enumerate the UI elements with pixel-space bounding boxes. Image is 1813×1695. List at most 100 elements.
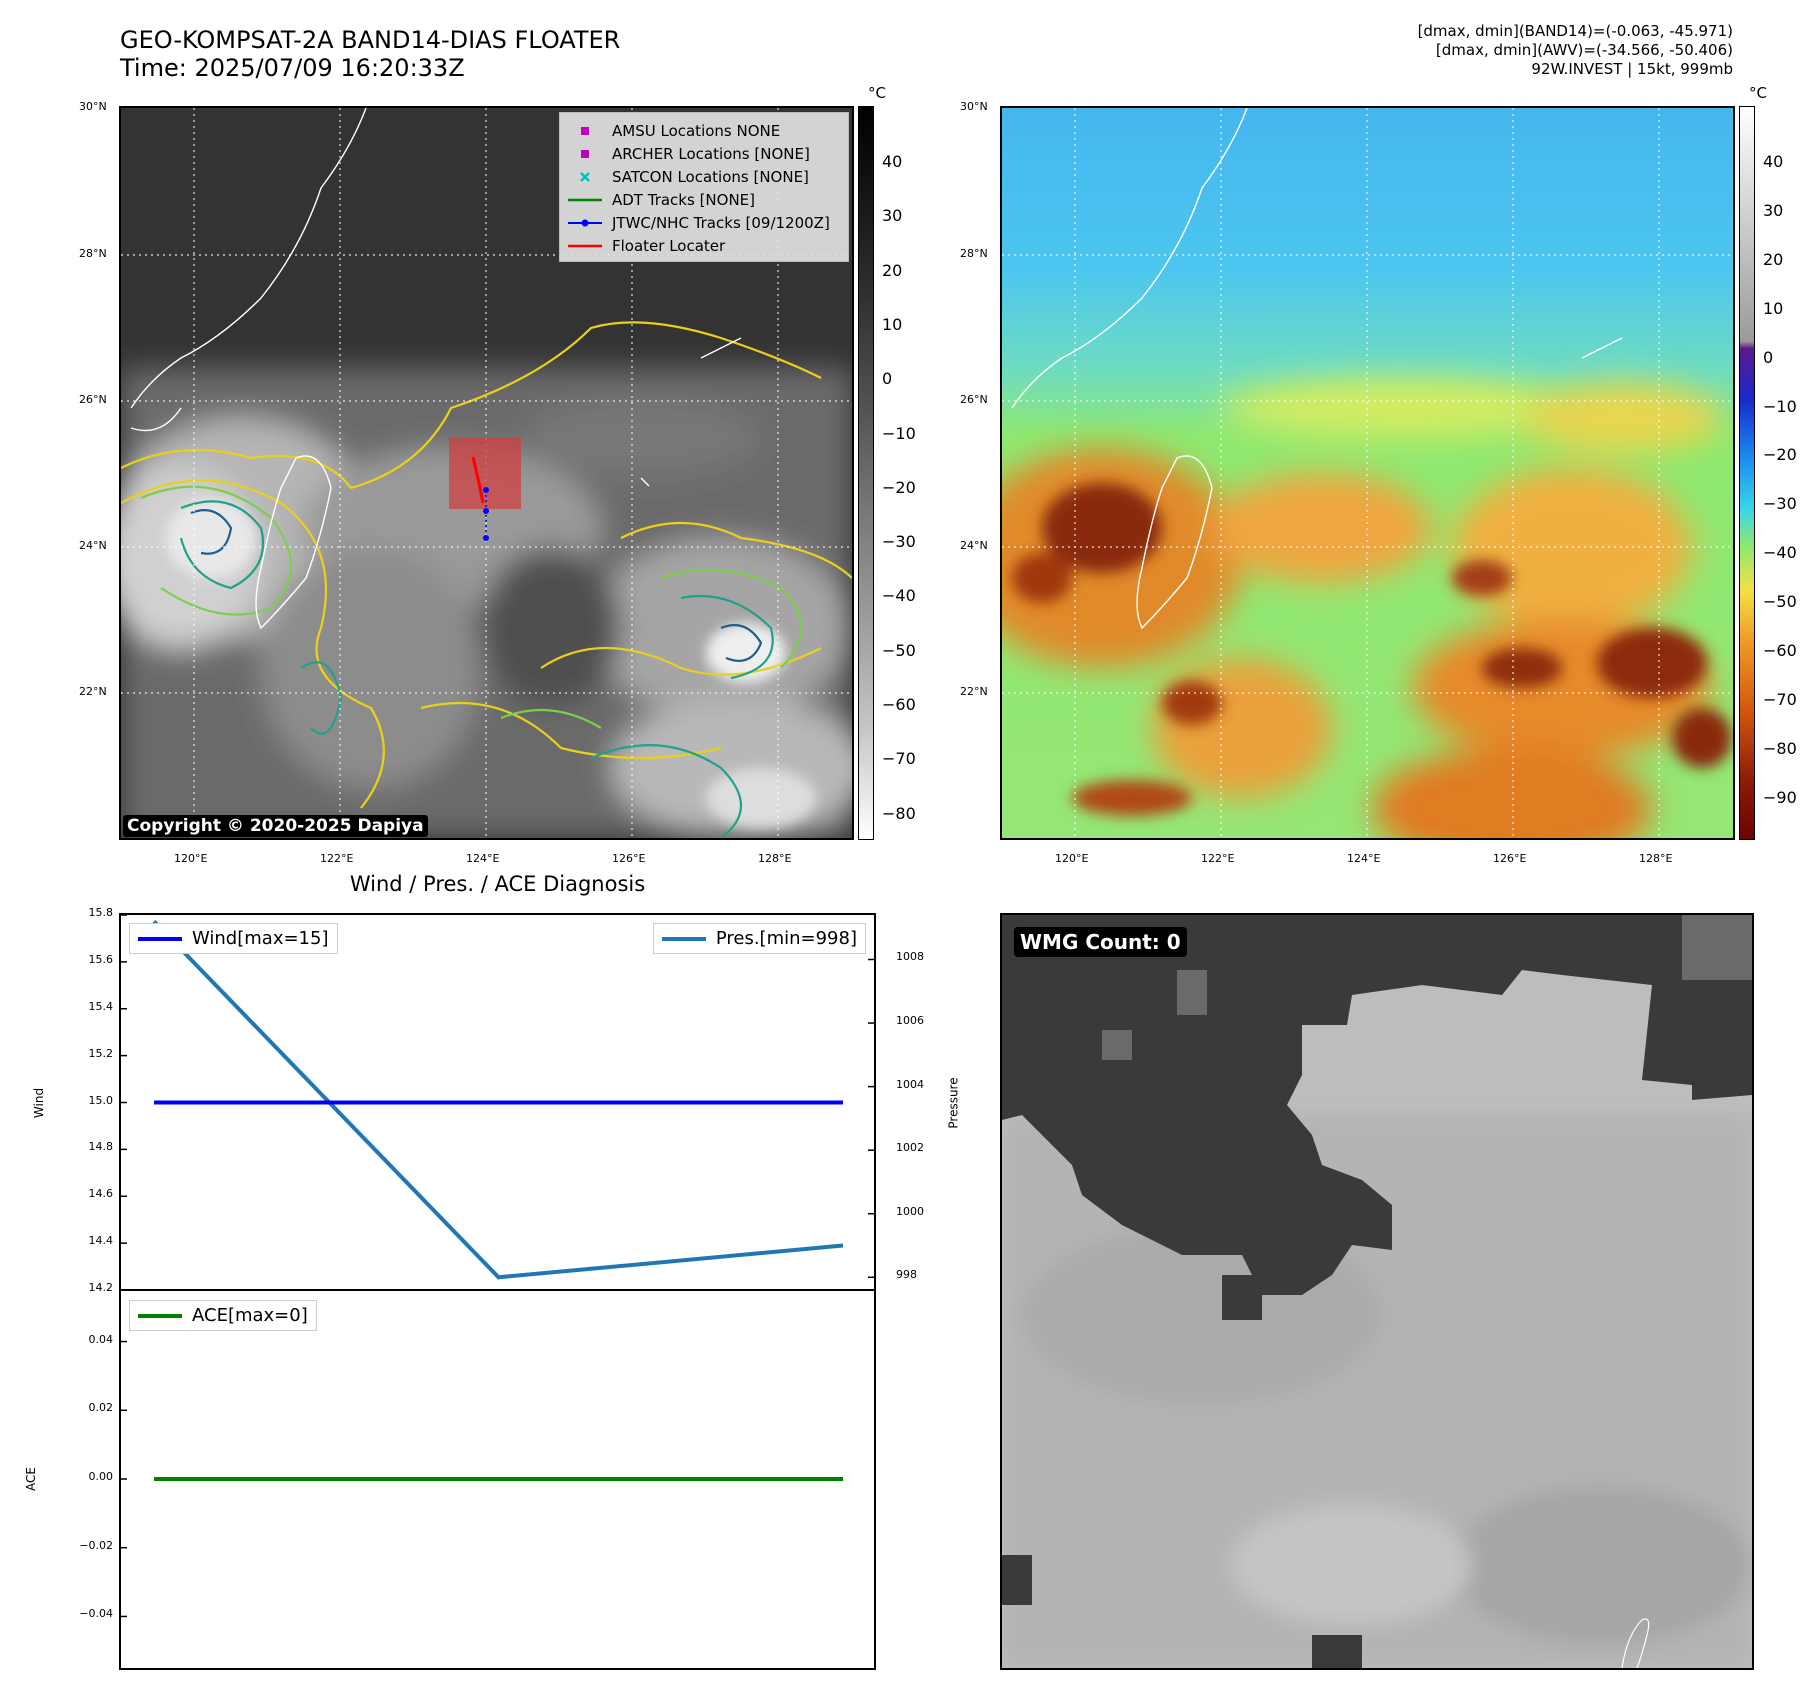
ace-legend: ACE[max=0] [129,1300,317,1331]
wmg-image [1002,915,1752,1668]
lat-label: 22°N [960,685,988,698]
legend-label: ARCHER Locations [NONE] [612,144,810,163]
colorbar-tick: −80 [1763,738,1797,758]
colorbar-tick: −10 [1763,396,1797,416]
lat-label: 22°N [79,685,107,698]
lat-label: 30°N [960,100,988,113]
wind-tick-label: 14.8 [88,1140,114,1154]
lon-label: 124°E [1347,852,1381,865]
wind-tick-label: 15.2 [88,1046,114,1060]
ace-legend-label: ACE[max=0] [192,1305,308,1326]
pressure-tick-label: 1006 [896,1014,924,1028]
x-marker-icon [568,171,602,183]
wmg-count-label: WMG Count: 0 [1014,927,1187,957]
lat-label: 28°N [79,247,107,260]
colorbar-tick: −20 [882,477,916,497]
legend-item: Floater Locater [568,234,840,257]
colorbar-tick: 0 [882,369,893,389]
lat-label: 30°N [79,100,107,113]
lon-label: 126°E [1493,852,1527,865]
lat-label: 24°N [960,539,988,552]
wind-tick-label: 14.4 [88,1234,114,1248]
line-marker-icon [568,194,602,206]
colorbar-tick: 20 [1763,249,1784,269]
lon-label: 128°E [1639,852,1673,865]
pressure-tick-label: 1008 [896,950,924,964]
ace-tick-label: −0.02 [79,1538,113,1552]
colorbar-tick: −60 [882,695,916,714]
ir-map-panel: AMSU Locations NONE ARCHER Locations [NON… [119,106,854,840]
colorbar-tick: 20 [882,260,903,280]
legend-item: ADT Tracks [NONE] [568,188,840,211]
lon-label: 122°E [320,852,354,865]
colorbar-tick: 0 [1763,347,1774,367]
legend-label: ADT Tracks [NONE] [612,190,756,209]
pressure-tick-label: 1002 [896,1141,924,1155]
colorbar-tick: −90 [1763,787,1797,807]
awv-colorbar [1739,106,1755,840]
colorbar-tick: 40 [882,152,903,171]
diagnosis-chart [121,915,874,1618]
wind-tick-label: 15.6 [88,952,114,966]
colorbar-tick: −40 [1763,543,1797,563]
colorbar-tick: −30 [1763,494,1797,514]
wind-tick-label: 15.0 [88,1093,114,1107]
legend-item: AMSU Locations NONE [568,119,840,142]
awv-colorbar-unit: °C [1749,84,1767,102]
colorbar-tick: 40 [1763,152,1784,171]
lat-label: 26°N [79,393,107,406]
line-marker-icon [568,240,602,252]
map-legend: AMSU Locations NONE ARCHER Locations [NON… [559,112,849,262]
pressure-series-line [152,919,844,1280]
lon-label: 120°E [174,852,208,865]
lon-label: 120°E [1055,852,1089,865]
info-line-2: [dmax, dmin](AWV)=(-34.566, -50.406) [1435,41,1733,59]
colorbar-tick: −50 [882,640,916,660]
line-marker-icon [568,217,602,229]
colorbar-tick: −70 [882,749,916,769]
storm-info: [dmax, dmin](BAND14)=(-0.063, -45.971) [… [1418,22,1733,79]
ir-colorbar-unit: °C [868,84,886,102]
legend-label: SATCON Locations [NONE] [612,167,809,186]
colorbar-tick: 10 [882,314,903,334]
colorbar-tick: −40 [882,586,916,606]
pressure-legend-label: Pres.[min=998] [715,928,857,949]
colorbar-tick: −50 [1763,592,1797,612]
lon-label: 128°E [758,852,792,865]
lon-label: 126°E [612,852,646,865]
wmg-panel: WMG Count: 0 [1000,913,1754,1670]
info-line-1: [dmax, dmin](BAND14)=(-0.063, -45.971) [1417,22,1733,40]
pressure-tick-label: 998 [896,1268,917,1282]
lat-label: 26°N [960,393,988,406]
ace-tick-label: 0.04 [88,1332,114,1346]
colorbar-tick: −30 [882,532,916,552]
ace-tick-label: 0.02 [88,1401,114,1415]
title-line-2: Time: 2025/07/09 16:20:33Z [120,54,465,82]
pressure-tick-label: 1004 [896,1077,924,1091]
colorbar-tick: −80 [882,803,916,823]
copyright-label: Copyright © 2020-2025 Dapiya [123,815,428,837]
ace-tick-label: −0.04 [79,1607,113,1621]
floater-track [471,456,485,504]
wind-tick-label: 14.2 [88,1281,114,1294]
legend-label: JTWC/NHC Tracks [09/1200Z] [612,213,830,232]
legend-item: ARCHER Locations [NONE] [568,142,840,165]
legend-label: Floater Locater [612,236,726,255]
ace-tick-label: 0.00 [88,1470,114,1483]
wind-legend-label: Wind[max=15] [192,928,329,949]
pressure-axis-label: Pressure [946,1077,961,1129]
lon-label: 124°E [466,852,500,865]
diagnosis-chart-panel: Wind[max=15] Pres.[min=998] ACE[max=0] [119,913,876,1670]
awv-map-panel [1000,106,1735,840]
colorbar-tick: −60 [1763,641,1797,660]
pressure-tick-label: 1000 [896,1204,924,1218]
colorbar-tick: 30 [1763,200,1784,220]
colorbar-tick: −70 [1763,689,1797,709]
lon-label: 122°E [1201,852,1235,865]
wind-legend: Wind[max=15] [129,923,338,954]
info-line-3: 92W.INVEST | 15kt, 999mb [1531,60,1733,78]
chart-title: GEO-KOMPSAT-2A BAND14-DIAS FLOATER Time:… [120,26,620,82]
pressure-legend: Pres.[min=998] [652,923,866,954]
title-line-1: GEO-KOMPSAT-2A BAND14-DIAS FLOATER [120,26,621,54]
floater-box [449,437,521,509]
